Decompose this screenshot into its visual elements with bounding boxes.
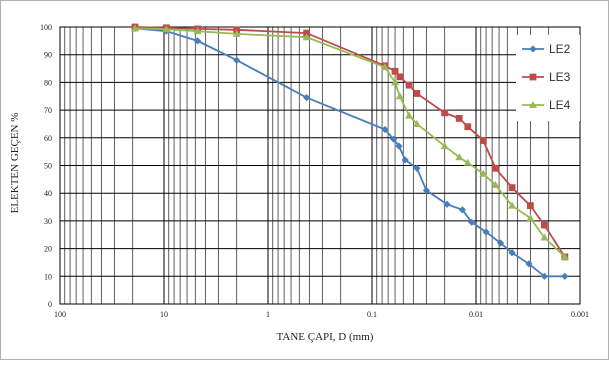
data-point-le3: [391, 67, 399, 75]
data-point-le3: [526, 202, 534, 210]
data-point-le2: [233, 56, 241, 64]
x-tick-label: 0.1: [367, 310, 377, 319]
data-point-le4: [395, 92, 404, 100]
grid-layer: [59, 26, 581, 305]
legend-label-le2: LE2: [549, 42, 571, 56]
data-point-le3: [303, 29, 311, 37]
x-tick-label: 1: [266, 310, 270, 319]
data-point-le2: [508, 249, 516, 257]
x-tick-label: 10: [160, 310, 168, 319]
data-point-le3: [413, 90, 421, 97]
data-point-le4: [560, 252, 569, 260]
data-point-le4: [491, 180, 500, 188]
legend-label-le3: LE3: [549, 70, 571, 84]
data-point-le2: [389, 135, 398, 143]
legend-box: [516, 35, 580, 121]
x-axis-label: TANE ÇAPI, D (mm): [277, 331, 374, 343]
data-point-le4: [540, 233, 549, 241]
y-axis-label: ELEKTEN GEÇEN %: [9, 113, 21, 214]
data-point-le2: [194, 37, 202, 45]
y-tick-label: 0: [48, 300, 52, 309]
data-point-le4: [391, 78, 400, 86]
legend-marker-le2: [529, 45, 537, 53]
y-tick-label: 90: [44, 51, 52, 60]
data-point-le4: [405, 111, 414, 119]
data-point-le3: [455, 115, 463, 122]
data-point-le4: [479, 169, 488, 177]
data-point-le3: [396, 73, 404, 81]
data-point-le2: [422, 186, 430, 195]
data-point-le3: [508, 184, 516, 192]
data-point-le2: [540, 272, 548, 280]
data-point-le2: [561, 272, 569, 280]
y-tick-label: 70: [44, 106, 52, 115]
data-point-le2: [458, 206, 467, 214]
x-tick-label: 0.001: [571, 310, 589, 319]
y-tick-label: 20: [44, 245, 52, 254]
legend-marker-le4: [529, 101, 537, 108]
data-point-le4: [232, 29, 241, 37]
data-point-le4: [526, 214, 535, 222]
data-point-le2: [413, 164, 421, 172]
y-tick-label: 50: [44, 162, 52, 171]
data-point-le3: [405, 81, 413, 89]
data-point-le4: [131, 24, 140, 32]
series-le4: [131, 24, 569, 260]
x-tick-label: 0.01: [469, 310, 483, 319]
y-tick-label: 30: [44, 217, 52, 226]
data-point-le3: [441, 109, 449, 117]
data-point-le4: [440, 142, 449, 150]
y-tick-label: 40: [44, 189, 52, 198]
data-point-le4: [463, 158, 472, 166]
axis-layer: 0 10 20 30 40 50 60 70 80 90 100 100 10 1 0.1 0.01 0.001: [40, 23, 589, 319]
legend-label-le4: LE4: [549, 98, 571, 112]
y-tick-label: 60: [44, 134, 52, 143]
data-point-le4: [380, 63, 389, 71]
data-point-le3: [464, 123, 472, 131]
data-point-le2: [482, 228, 490, 236]
data-point-le2: [468, 218, 476, 226]
data-point-le2: [303, 94, 311, 102]
plot-border: [59, 26, 581, 305]
data-point-le2: [401, 156, 409, 164]
x-tick-label: 100: [54, 310, 66, 319]
data-point-le2: [381, 125, 389, 134]
data-point-le2: [497, 239, 505, 247]
data-point-le2: [395, 142, 403, 150]
y-tick-label: 100: [40, 23, 52, 32]
data-point-le3: [540, 221, 548, 229]
legend: LE2 LE3 LE4: [516, 35, 580, 121]
data-point-le3: [492, 164, 499, 172]
legend-marker-le3: [529, 73, 537, 81]
data-point-le4: [412, 119, 421, 127]
y-tick-label: 10: [44, 272, 52, 281]
series-layer: [131, 23, 569, 280]
data-point-le4: [302, 33, 311, 41]
data-point-le3: [479, 137, 487, 144]
data-point-le2: [525, 260, 533, 268]
data-point-le4: [455, 153, 464, 161]
data-point-le2: [443, 200, 451, 208]
y-tick-label: 80: [44, 78, 52, 87]
data-point-le4: [508, 201, 517, 209]
data-point-le3: [233, 26, 241, 34]
data-point-le4: [193, 27, 202, 35]
data-point-le4: [162, 25, 171, 33]
